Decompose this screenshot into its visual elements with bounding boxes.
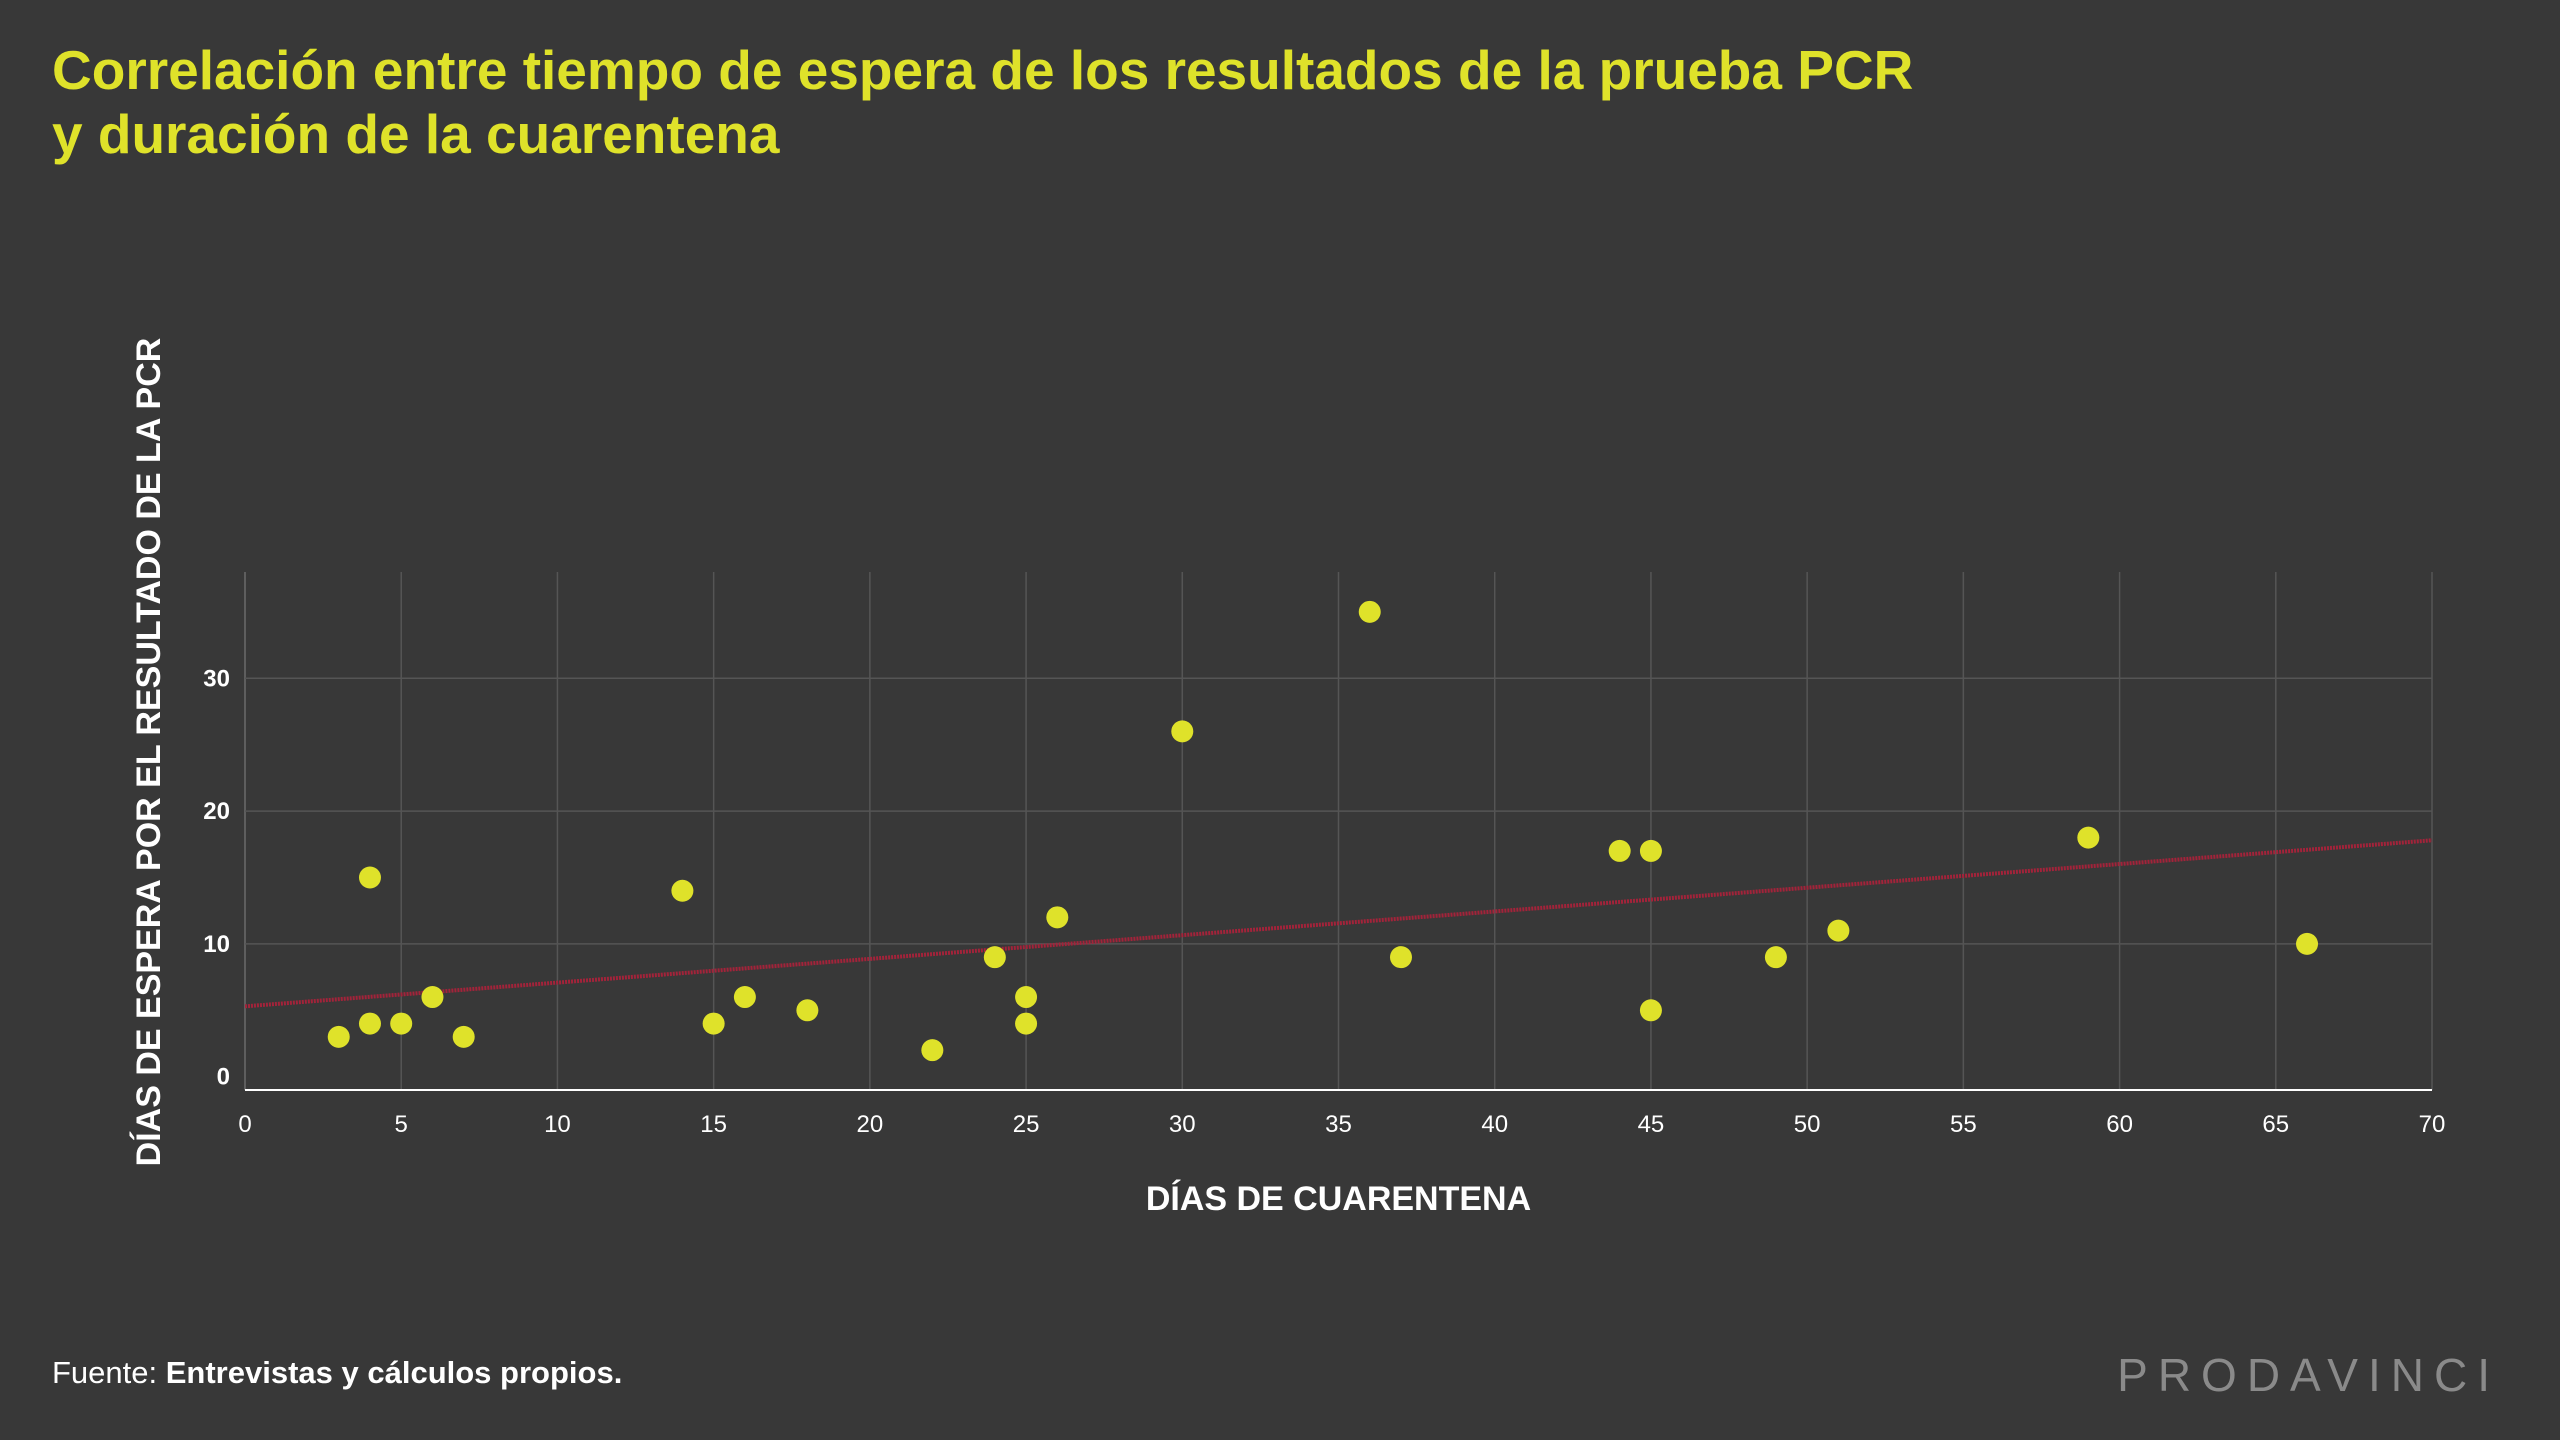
x-tick-label: 25 [1013,1111,1040,1138]
x-tick-labels: 0 5 10 15 20 25 30 35 40 45 50 55 60 65 70 [238,1111,2445,1138]
y-tick-label: 20 [203,798,230,825]
x-tick-label: 65 [2262,1111,2289,1138]
data-point [1358,600,1381,623]
data-point [358,1012,381,1035]
data-point [1639,839,1662,862]
y-tick-label: 0 [217,1064,230,1091]
data-point [1639,999,1662,1022]
data-point [671,879,694,902]
y-axis-label: DÍAS DE ESPERA POR EL RESULTADO DE LA PC… [130,338,168,1167]
data-point [702,1012,725,1035]
grid-lines [244,572,2433,1090]
source-label: Fuente: [52,1355,158,1390]
y-tick-labels: 0 10 20 30 [203,665,230,1090]
chart-title-line-1: Correlación entre tiempo de espera de lo… [52,39,1914,101]
x-tick-label: 55 [1950,1111,1977,1138]
data-point [1171,720,1194,743]
x-tick-label: 60 [2106,1111,2133,1138]
data-point [733,986,756,1009]
y-tick-label: 30 [203,665,230,692]
chart-title: Correlación entre tiempo de espera de lo… [52,38,1913,166]
x-axis-label: DÍAS DE CUARENTENA [1146,1180,1531,1218]
x-tick-label: 50 [1794,1111,1821,1138]
source-note: Fuente: Entrevistas y cálculos propios. [52,1355,622,1391]
x-tick-label: 15 [700,1111,727,1138]
x-tick-label: 0 [238,1111,251,1138]
trendline [244,838,2433,1009]
source-text: Entrevistas y cálculos propios. [165,1355,623,1390]
x-tick-label: 35 [1325,1111,1352,1138]
data-point [983,946,1006,969]
data-points [327,600,2319,1062]
data-point [358,866,381,889]
x-tick-label: 10 [544,1111,571,1138]
data-point [1389,946,1412,969]
data-point [921,1039,944,1062]
x-tick-label: 20 [857,1111,884,1138]
data-point [2077,826,2100,849]
data-point [1046,906,1069,929]
data-point [2296,932,2319,955]
brand-logo: PRODAVINCI [2117,1349,2500,1401]
data-point [452,1025,475,1048]
data-point [421,986,444,1009]
data-point [1608,839,1631,862]
x-tick-label: 45 [1638,1111,1665,1138]
data-point [1015,1012,1038,1035]
x-tick-label: 40 [1481,1111,1508,1138]
x-tick-label: 5 [395,1111,408,1138]
data-point [390,1012,413,1035]
x-tick-label: 70 [2419,1111,2446,1138]
chart-title-line-2: y duración de la cuarentena [52,103,780,165]
y-tick-label: 10 [203,931,230,958]
data-point [796,999,819,1022]
x-tick-label: 30 [1169,1111,1196,1138]
data-point [1764,946,1787,969]
data-point [327,1025,350,1048]
data-point [1827,919,1850,942]
data-point [1015,986,1038,1009]
